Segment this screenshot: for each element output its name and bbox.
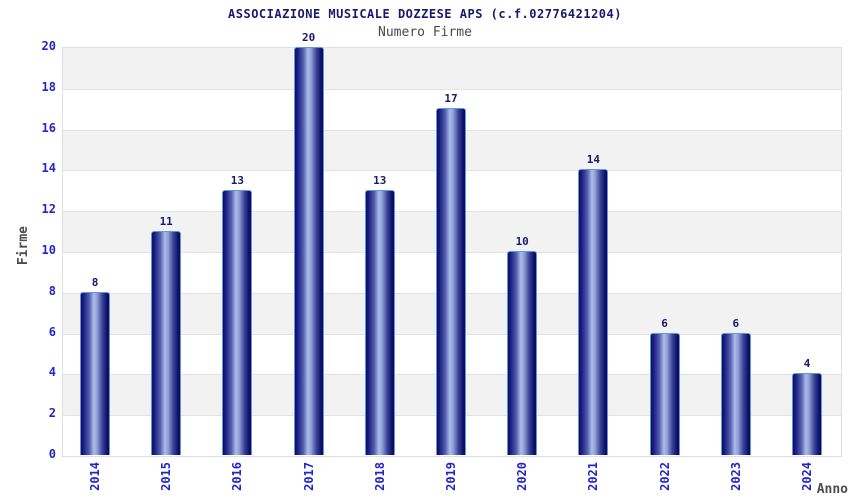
x-tick-label: 2017 [301, 462, 316, 491]
y-tick-label: 20 [41, 39, 56, 53]
bar-value-label: 4 [803, 357, 811, 371]
bar-value-label: 13 [230, 173, 245, 187]
bar-value-label: 8 [91, 275, 99, 289]
bar-value-label: 13 [373, 173, 387, 187]
bar-value-label: 10 [515, 235, 529, 248]
x-tick-label: 2016 [230, 462, 245, 491]
x-tick-label: 2022 [657, 462, 672, 491]
y-tick-label: 6 [48, 324, 56, 339]
y-tick-label: 10 [41, 243, 56, 257]
bar [293, 47, 324, 455]
y-tick-label: 16 [41, 120, 56, 135]
bar-value-label: 6 [661, 316, 668, 330]
y-tick-label: 18 [41, 79, 56, 94]
x-tick-label: 2015 [159, 462, 174, 491]
y-tick-label: 2 [48, 406, 56, 421]
x-tick-label: 2021 [586, 462, 601, 491]
chart-subtitle: Numero Firme [378, 25, 472, 40]
bar [436, 108, 466, 455]
x-tick-label: 2024 [800, 462, 814, 491]
bar [792, 373, 822, 455]
bar-value-label: 11 [159, 214, 173, 228]
plot-band [63, 48, 841, 89]
bar-value-label: 20 [301, 31, 316, 44]
x-tick-label: 2018 [372, 462, 387, 491]
x-tick-label: 2020 [515, 462, 530, 491]
bar-value-label: 17 [444, 92, 458, 106]
bar [720, 332, 751, 455]
x-tick-label: 2019 [444, 462, 458, 491]
x-tick-label: 2014 [88, 462, 102, 491]
bar [151, 230, 182, 455]
bar-value-label: 14 [586, 153, 601, 167]
bar [578, 169, 609, 455]
chart-title: ASSOCIAZIONE MUSICALE DOZZESE APS (c.f.0… [228, 7, 622, 21]
y-tick-label: 4 [48, 365, 56, 380]
bar [507, 251, 538, 455]
x-tick-label: 2023 [728, 462, 743, 491]
bar [364, 189, 395, 455]
gridline [63, 88, 841, 90]
bar [222, 189, 253, 455]
x-axis-title: Anno [816, 482, 848, 497]
y-tick-label: 14 [41, 161, 56, 176]
bar-value-label: 6 [732, 316, 740, 330]
y-tick-label: 8 [48, 283, 56, 298]
bar [649, 332, 680, 455]
bar [80, 291, 110, 455]
y-tick-label: 0 [48, 447, 56, 461]
y-tick-label: 12 [41, 202, 56, 217]
